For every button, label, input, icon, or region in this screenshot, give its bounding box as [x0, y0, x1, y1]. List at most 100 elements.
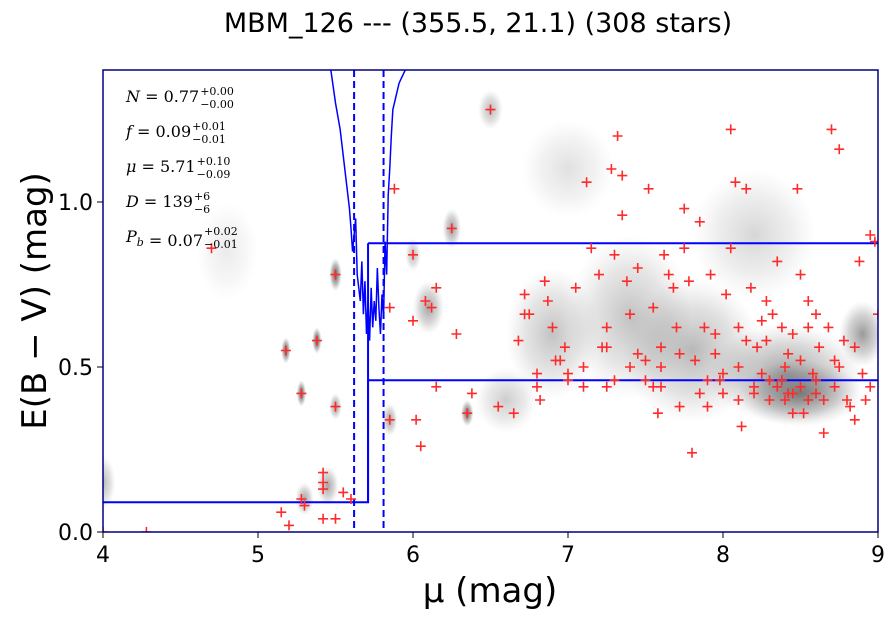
star-point [733, 395, 744, 405]
star-point [741, 183, 752, 194]
star-point [849, 414, 860, 425]
star-point [733, 322, 744, 333]
star-point [807, 368, 818, 379]
x-axis-ticks: 4 5 6 7 8 9 [96, 532, 885, 568]
star-point [829, 381, 840, 392]
star-point [311, 335, 322, 346]
star-point [384, 302, 395, 313]
star-point [408, 315, 418, 326]
annotation-upper-error: +0.02 [204, 225, 238, 238]
star-point [508, 408, 519, 419]
star-point [854, 256, 865, 267]
star-point [699, 322, 710, 333]
star-point [420, 296, 431, 306]
star-point [811, 375, 821, 386]
star-point [389, 183, 400, 194]
star-point [408, 249, 418, 260]
star-point [705, 269, 716, 280]
y-axis-ticks: 0.0 0.5 1.0 [58, 191, 103, 546]
annotation-: μ = 5.71 [126, 157, 196, 176]
star-point [570, 282, 581, 293]
star-point [857, 368, 868, 379]
star-point [823, 322, 834, 333]
star-point [206, 243, 217, 254]
star-point [601, 322, 612, 333]
star-point [764, 395, 775, 405]
density-blob [475, 367, 537, 433]
star-point [539, 276, 550, 287]
star-point [601, 342, 612, 353]
x-tick-label: 8 [716, 543, 730, 568]
annotation-upper-error: +0.10 [197, 155, 231, 168]
star-point [446, 223, 457, 234]
star-point [466, 388, 477, 399]
star-point [772, 381, 783, 392]
star-point [493, 401, 504, 412]
star-point [318, 513, 329, 524]
star-point [780, 395, 790, 405]
star-point [803, 322, 814, 333]
annotation-lower-error: −0.01 [204, 238, 238, 251]
star-point [795, 381, 806, 392]
star-point [625, 309, 635, 320]
star-point [532, 368, 542, 379]
star-point [714, 375, 725, 386]
star-point [814, 342, 825, 353]
star-point [563, 375, 573, 386]
star-point [798, 408, 809, 419]
star-point [338, 487, 349, 498]
star-point [535, 395, 546, 405]
star-point [776, 375, 787, 386]
star-point [860, 395, 871, 405]
star-point [415, 441, 426, 452]
density-blob [839, 301, 878, 367]
star-point [787, 408, 798, 419]
star-point [656, 362, 666, 372]
star-point [736, 421, 747, 432]
density-blob [692, 169, 816, 301]
star-point [581, 177, 592, 188]
star-point [694, 388, 705, 399]
star-point [426, 302, 437, 313]
star-point [621, 276, 632, 287]
star-point [318, 467, 329, 478]
star-point [749, 381, 759, 392]
star-point [710, 348, 721, 359]
annotation-lower-error: −0.00 [200, 98, 234, 111]
x-tick-label: 4 [96, 543, 110, 568]
star-point [601, 381, 612, 392]
star-point [594, 269, 604, 280]
star-point [842, 395, 852, 405]
star-point [787, 388, 798, 399]
star-point [829, 355, 840, 366]
x-tick-label: 5 [251, 543, 265, 568]
star-point [674, 348, 685, 359]
star-point [756, 315, 767, 326]
annotation-f: f = 0.09 [125, 122, 191, 141]
x-tick-label: 9 [871, 543, 885, 568]
star-point [519, 289, 530, 300]
star-point [609, 249, 620, 260]
star-point [547, 322, 558, 333]
star-point [431, 381, 442, 392]
star-point [617, 210, 628, 221]
star-point [725, 124, 736, 135]
star-point [656, 381, 666, 392]
star-point [783, 348, 794, 359]
star-point [702, 375, 713, 386]
star-point [411, 414, 422, 425]
star-point [865, 230, 876, 240]
star-point [803, 296, 814, 306]
annotation-d: D = 139 [125, 192, 193, 211]
star-point [513, 335, 524, 346]
star-point [640, 375, 651, 386]
star-point [767, 309, 778, 320]
star-point [555, 355, 566, 366]
star-point [710, 329, 721, 339]
density-layer [103, 89, 878, 516]
annotation-upper-error: +6 [194, 190, 210, 203]
star-point [745, 282, 756, 293]
star-point [318, 484, 329, 495]
star-point [330, 401, 341, 412]
